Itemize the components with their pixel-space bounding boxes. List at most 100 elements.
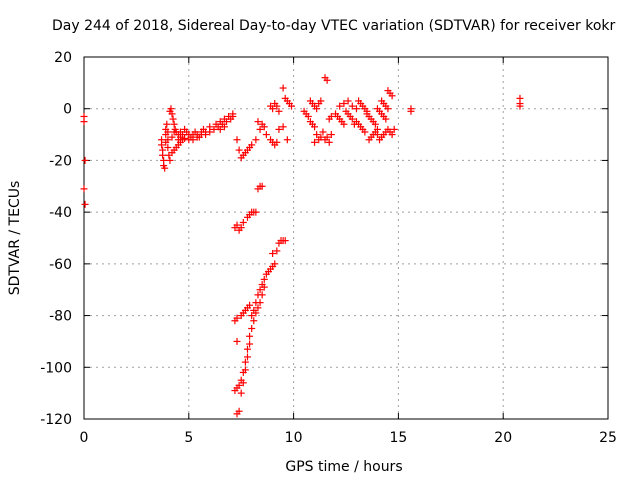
chart-title: Day 244 of 2018, Sidereal Day-to-day VTE… <box>52 18 615 34</box>
data-point <box>235 381 243 389</box>
data-point <box>373 131 381 139</box>
data-point <box>246 332 254 340</box>
data-point <box>170 128 178 136</box>
data-point <box>317 97 325 105</box>
data-point <box>273 138 281 146</box>
data-point <box>161 164 169 172</box>
data-point <box>327 112 335 120</box>
data-point <box>260 275 268 283</box>
data-point <box>336 102 344 110</box>
data-point <box>304 112 312 120</box>
data-point <box>168 110 176 118</box>
data-point <box>258 291 266 299</box>
data-point <box>348 115 356 123</box>
y-tick-label: -120 <box>40 412 72 428</box>
x-tick-label: 5 <box>184 430 193 446</box>
data-point <box>189 136 197 144</box>
data-point <box>325 138 333 146</box>
data-point <box>210 125 218 133</box>
data-point <box>250 317 258 325</box>
data-point <box>256 299 264 307</box>
data-point <box>281 237 289 245</box>
data-point <box>220 123 228 131</box>
data-point <box>313 105 321 113</box>
data-point <box>256 125 264 133</box>
data-point <box>361 128 369 136</box>
data-point <box>80 185 88 193</box>
y-tick-label: -100 <box>40 360 72 376</box>
data-point <box>260 283 268 291</box>
data-point <box>258 182 266 190</box>
data-point <box>237 224 245 232</box>
data-point <box>516 102 524 110</box>
data-point <box>167 105 175 113</box>
data-point <box>246 340 254 348</box>
data-point <box>388 131 396 139</box>
data-point <box>327 131 335 139</box>
data-point <box>311 123 319 131</box>
data-point <box>193 133 201 141</box>
data-point <box>348 102 356 110</box>
data-point <box>166 156 174 164</box>
data-point <box>248 141 256 149</box>
data-point <box>181 134 189 142</box>
data-point <box>382 115 390 123</box>
data-point <box>237 389 245 397</box>
data-point <box>313 131 321 139</box>
data-point <box>283 136 291 144</box>
axis-ticks <box>83 56 609 420</box>
data-point <box>279 84 287 92</box>
data-point <box>246 301 254 309</box>
data-point <box>271 260 279 268</box>
x-tick-label: 0 <box>80 430 89 446</box>
data-point <box>269 250 277 258</box>
data-point <box>317 133 325 141</box>
data-point <box>248 325 256 332</box>
data-point <box>407 107 415 115</box>
data-point <box>248 312 256 320</box>
data-point <box>279 123 287 131</box>
data-points <box>80 74 524 418</box>
data-point <box>158 141 166 149</box>
data-point <box>235 407 243 415</box>
data-point <box>371 120 379 128</box>
data-point <box>168 133 176 141</box>
data-point <box>352 105 360 113</box>
x-tick-label: 15 <box>389 430 407 446</box>
data-point <box>216 125 224 133</box>
data-point <box>273 102 281 110</box>
y-tick-label: -40 <box>49 205 72 221</box>
data-point <box>239 218 247 226</box>
x-tick-label: 20 <box>494 430 512 446</box>
data-point <box>258 120 266 128</box>
data-point <box>206 123 214 131</box>
data-point <box>202 131 210 139</box>
data-point <box>311 138 319 146</box>
y-tick-label: -60 <box>49 257 72 273</box>
data-point <box>235 146 243 154</box>
data-point <box>164 128 172 136</box>
y-tick-label: 0 <box>63 102 72 118</box>
data-point <box>243 353 251 361</box>
tick-labels: 0 5 10 15 20 25 -120 -100 -80 -60 -40 -20 0 20 <box>40 50 617 446</box>
data-point <box>162 138 170 146</box>
data-point <box>164 144 172 151</box>
data-point <box>241 358 249 366</box>
data-point <box>275 125 283 133</box>
x-tick-label: 10 <box>285 430 303 446</box>
data-point <box>169 115 177 123</box>
data-point <box>252 309 260 317</box>
data-point <box>256 286 264 294</box>
data-point <box>239 379 247 387</box>
data-point <box>174 136 182 144</box>
data-point <box>252 208 260 216</box>
data-point <box>275 107 283 115</box>
data-point <box>388 92 396 100</box>
data-point <box>233 136 241 144</box>
data-point <box>288 102 296 110</box>
data-point <box>384 105 392 113</box>
data-point <box>323 76 331 84</box>
data-point <box>81 200 89 208</box>
y-tick-label: -80 <box>49 309 72 325</box>
data-point <box>273 247 281 255</box>
